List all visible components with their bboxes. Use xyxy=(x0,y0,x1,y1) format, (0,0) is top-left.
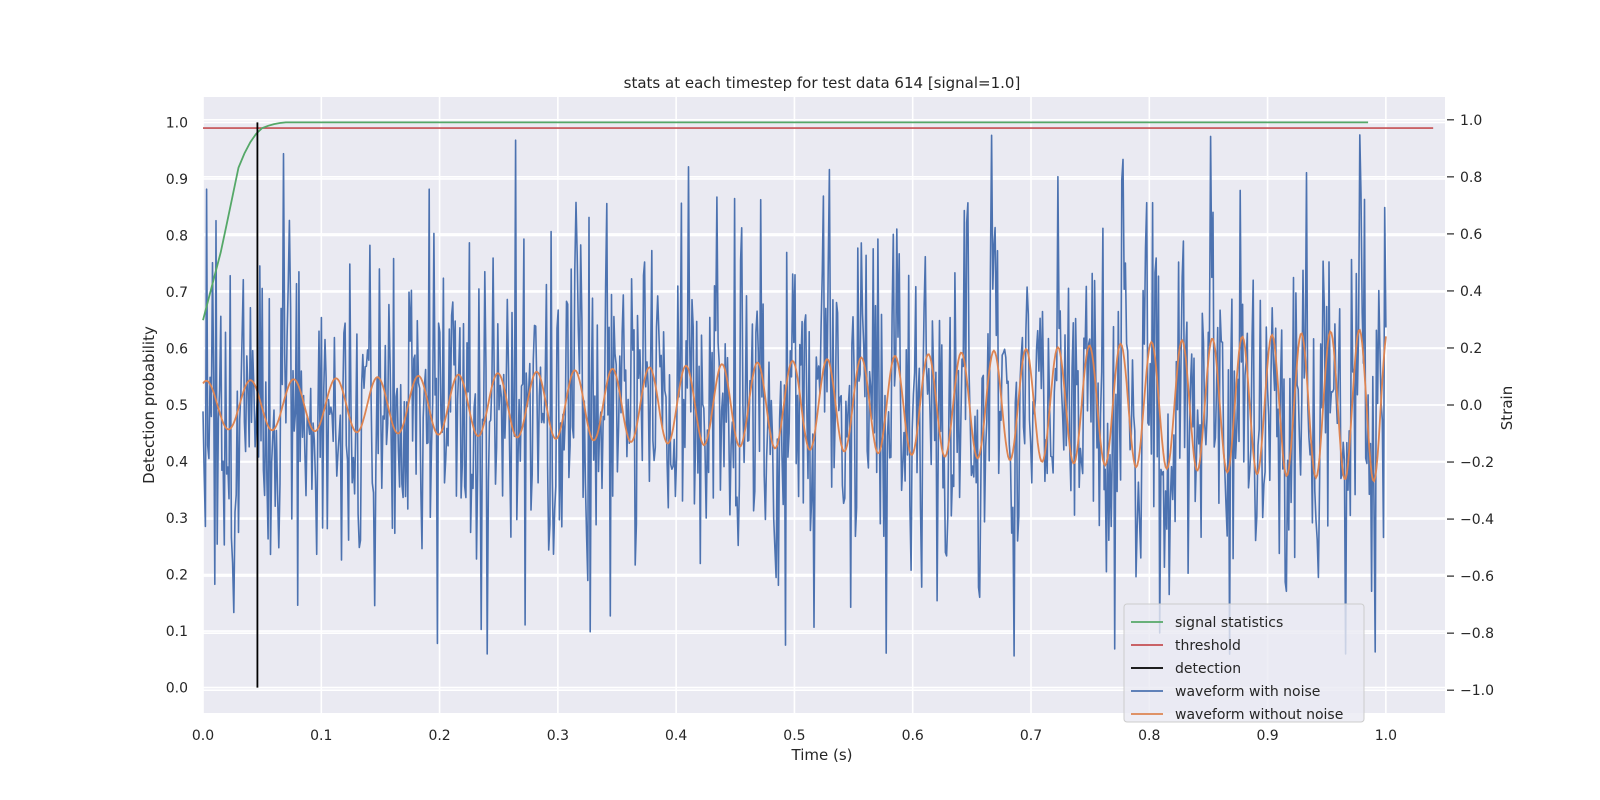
y2-axis-title: Strain xyxy=(1498,386,1516,430)
y2-tick-label: 0.6 xyxy=(1460,227,1482,243)
y2-axis-ticks: −1.0 −0.8 −0.6 −0.4 −0.2 0.0 0.2 0.4 0.6 0.8 1.0 xyxy=(1447,113,1494,699)
y-tick-label: 0.4 xyxy=(166,455,188,471)
y-tick-label: 1.0 xyxy=(166,115,188,131)
y-axis-ticks: 0.0 0.1 0.2 0.3 0.4 0.5 0.6 0.7 0.8 0.9 1.0 xyxy=(166,115,188,696)
y-tick-label: 0.5 xyxy=(166,398,188,414)
y-tick-label: 0.1 xyxy=(166,624,188,640)
y2-tick-label: 1.0 xyxy=(1460,113,1482,129)
series-layer xyxy=(202,121,1434,688)
x-tick-label: 0.3 xyxy=(547,728,569,744)
y-tick-label: 0.9 xyxy=(166,172,188,188)
y-axis-title: Detection probability xyxy=(140,326,158,484)
series-signal-statistics xyxy=(202,121,1369,321)
legend-label: threshold xyxy=(1175,638,1241,654)
y-tick-label: 0.6 xyxy=(166,341,188,357)
y2-tick-label: 0.2 xyxy=(1460,341,1482,357)
legend-box xyxy=(1123,603,1365,723)
x-tick-label: 1.0 xyxy=(1375,728,1397,744)
series-waveform-without-noise xyxy=(202,328,1387,483)
chart-title: stats at each timestep for test data 614… xyxy=(624,74,1021,92)
legend-label: waveform without noise xyxy=(1175,707,1343,723)
y2-tick-label: 0.4 xyxy=(1460,284,1482,300)
y2-tick-label: −0.4 xyxy=(1460,512,1494,528)
y-tick-label: 0.2 xyxy=(166,568,188,584)
x-tick-label: 0.2 xyxy=(428,728,450,744)
x-tick-label: 0.8 xyxy=(1138,728,1160,744)
legend-label: waveform with noise xyxy=(1175,684,1320,700)
x-tick-label: 0.6 xyxy=(902,728,924,744)
y2-tick-label: −0.6 xyxy=(1460,569,1494,585)
x-tick-label: 0.1 xyxy=(310,728,332,744)
legend-label: signal statistics xyxy=(1175,615,1283,631)
x-tick-label: 0.9 xyxy=(1256,728,1278,744)
y2-tick-label: −1.0 xyxy=(1460,683,1494,699)
y-tick-label: 0.3 xyxy=(166,511,188,527)
y2-tick-label: 0.8 xyxy=(1460,170,1482,186)
legend: signal statistics threshold detection wavef… xyxy=(1123,603,1365,723)
y2-tick-label: −0.2 xyxy=(1460,455,1494,471)
y2-tick-label: 0.0 xyxy=(1460,398,1482,414)
x-tick-label: 0.0 xyxy=(192,728,214,744)
x-tick-label: 0.7 xyxy=(1020,728,1042,744)
x-axis-ticks: 0.0 0.1 0.2 0.3 0.4 0.5 0.6 0.7 0.8 0.9 1.0 xyxy=(192,728,1397,744)
series-waveform-with-noise xyxy=(202,134,1387,657)
x-tick-label: 0.5 xyxy=(783,728,805,744)
y-tick-label: 0.0 xyxy=(166,681,188,697)
y2-tick-label: −0.8 xyxy=(1460,626,1494,642)
x-axis-title: Time (s) xyxy=(791,746,853,764)
y-tick-label: 0.8 xyxy=(166,228,188,244)
y-tick-label: 0.7 xyxy=(166,285,188,301)
x-tick-label: 0.4 xyxy=(665,728,687,744)
legend-label: detection xyxy=(1175,661,1241,677)
